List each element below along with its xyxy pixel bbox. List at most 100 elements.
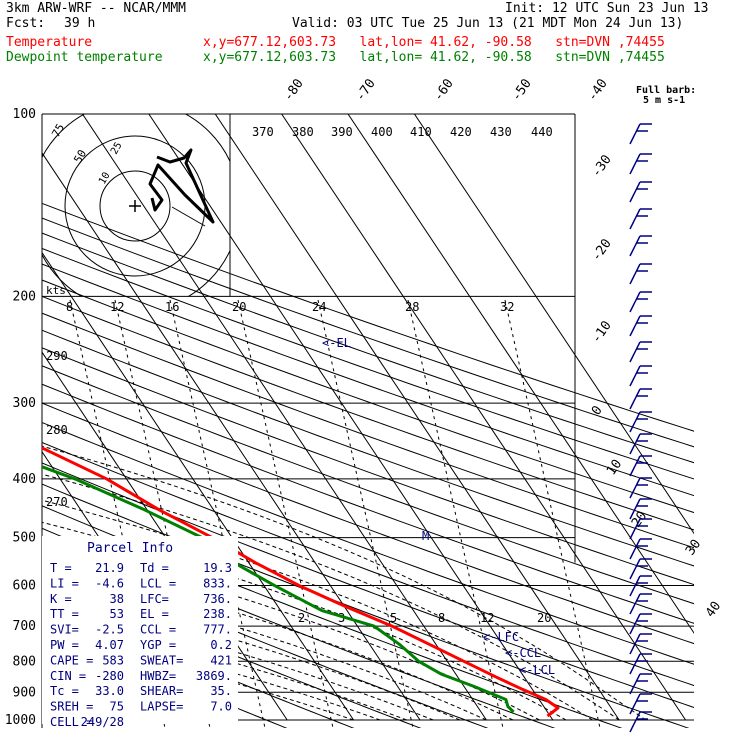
wind-barb [629, 477, 652, 499]
isotherm-label: -10 [589, 318, 615, 346]
dry-adiabat-line [42, 383, 694, 624]
wind-barb [629, 181, 652, 203]
wind-barb [629, 411, 652, 433]
mixing-ratio-label: 2 [298, 611, 305, 625]
dry-adiabat-label: 410 [410, 125, 432, 139]
mixing-ratio-label: 24 [312, 300, 326, 314]
dewpoint-trace [42, 465, 515, 714]
parcel-param-name: CCL = [140, 623, 176, 637]
wind-barb [629, 123, 652, 145]
mixing-ratio-line [504, 299, 601, 728]
temperature-legend-label: Temperature [6, 35, 93, 50]
parcel-param-value: 4.07 [95, 638, 124, 652]
parcel-param-name: SREH = [50, 700, 93, 714]
mixing-ratio-line [317, 299, 414, 728]
mixing-ratio-line [237, 299, 334, 728]
moist-adiabat-line [42, 623, 381, 721]
parcel-param-value: 736. [203, 592, 232, 606]
mixing-ratio-label: 20 [232, 300, 246, 314]
mixing-ratio-label: 28 [405, 300, 419, 314]
dry-adiabat-line [42, 329, 694, 567]
pressure-label: 700 [13, 619, 36, 634]
forecast-label: Fcst: [6, 16, 46, 31]
parcel-param-name: Tc = [50, 684, 79, 698]
mixing-ratio-label: 12 [110, 300, 124, 314]
wind-barb [629, 291, 652, 313]
dry-adiabat-label: 430 [490, 125, 512, 139]
dry-adiabat-line [42, 202, 694, 432]
hodograph-ring-label: 50 [71, 148, 89, 166]
dry-adiabat-label: 290 [46, 349, 68, 363]
dry-adiabat-line [42, 402, 694, 645]
mixing-ratio-label: 8 [438, 611, 445, 625]
parcel-param-value: 583 [102, 653, 124, 667]
forecast-hours: 39 h [64, 16, 96, 31]
parcel-param-value: 777. [203, 623, 232, 637]
parcel-param-name: CAPE = [50, 653, 93, 667]
pressure-label: 600 [13, 579, 36, 594]
parcel-param-name: YGP = [140, 638, 176, 652]
mixing-ratio-label: 32 [500, 300, 514, 314]
dry-adiabat-line [42, 347, 694, 586]
dry-adiabat-label: 420 [450, 125, 472, 139]
parcel-param-value: 3869. [196, 669, 232, 683]
pressure-label: 500 [13, 531, 36, 546]
parcel-param-value: -280 [95, 669, 124, 683]
parcel-param-name: Td = [140, 561, 169, 575]
mixing-ratio-line [407, 299, 504, 728]
isotherm-label: -30 [589, 152, 615, 180]
wind-barb [629, 315, 652, 337]
wind-barb [629, 693, 652, 715]
parcel-param-name: SHEAR= [140, 684, 183, 698]
isotherm-line [347, 114, 694, 634]
isotherm-label: 30 [683, 537, 704, 558]
isotherm-label: -60 [431, 76, 457, 104]
parcel-info-title: Parcel Info [87, 541, 173, 556]
dry-adiabat-line [42, 462, 694, 709]
parcel-param-value: -2.5 [95, 623, 124, 637]
init-time: Init: 12 UTC Sun 23 Jun 13 [505, 1, 709, 16]
dry-adiabat-line [42, 574, 422, 728]
wind-barb [629, 263, 652, 285]
wind-barb [629, 455, 652, 477]
parcel-param-value: 21.9 [95, 561, 124, 575]
dry-adiabat-line [42, 232, 694, 464]
wind-barb [629, 558, 652, 580]
parcel-param-value: 421 [210, 653, 232, 667]
mixing-ratio-label: 16 [165, 300, 179, 314]
parcel-param-name: T = [50, 561, 72, 575]
parcel-param-value: 53 [110, 607, 124, 621]
parcel-param-name: LFC= [140, 592, 169, 606]
barb-legend-text: Full barb: [636, 85, 696, 96]
parcel-param-name: LCL = [140, 576, 176, 590]
wind-barb [629, 365, 652, 387]
dewpoint-legend-label: Dewpoint temperature [6, 50, 163, 65]
pressure-label: 100 [13, 107, 36, 122]
parcel-param-value: 33.0 [95, 684, 124, 698]
parcel-param-name: EL = [140, 607, 169, 621]
parcel-param-value: 833. [203, 576, 232, 590]
dry-adiabat-label: 440 [531, 125, 553, 139]
wind-barb [629, 498, 652, 520]
isotherm-label: 10 [604, 457, 625, 478]
mixing-ratio-label: 12 [480, 611, 494, 625]
parcel-param-name: LI = [50, 576, 79, 590]
parcel-info-panel [42, 536, 238, 724]
dry-adiabat-line [42, 365, 694, 605]
wind-barb [629, 538, 652, 560]
isotherm-line [414, 114, 694, 535]
m-marker: M [422, 529, 429, 543]
dry-adiabat-line [42, 247, 694, 480]
wind-barb [629, 208, 652, 230]
dry-adiabat-line [42, 421, 694, 665]
dry-adiabat-line [42, 279, 694, 514]
parcel-param-value: 38 [110, 592, 124, 606]
dry-adiabat-label: 270 [46, 495, 68, 509]
isotherm-label: -70 [353, 76, 379, 104]
wind-barb [629, 613, 652, 635]
hodograph-ring-label: 25 [109, 141, 125, 157]
parcel-param-name: SVI= [50, 623, 79, 637]
hodograph-storm-vector [171, 206, 206, 227]
parcel-param-value: 0.2 [210, 638, 232, 652]
